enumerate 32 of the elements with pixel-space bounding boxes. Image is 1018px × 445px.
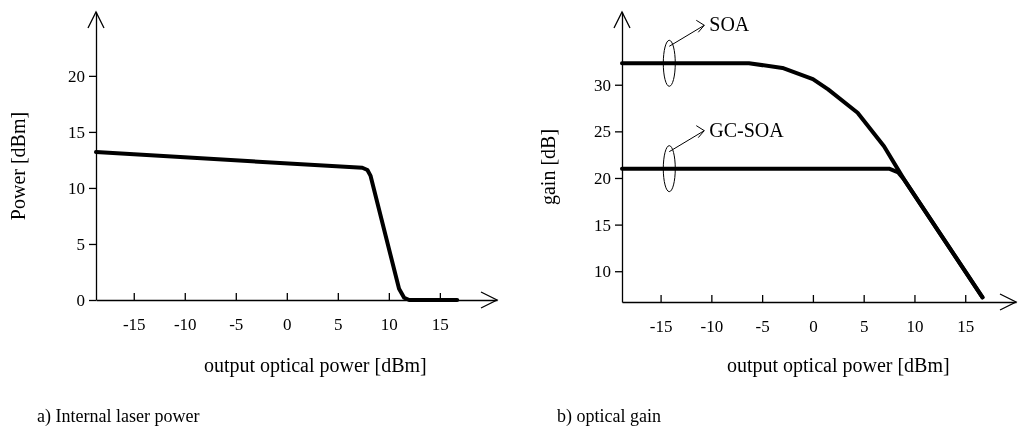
x-tick-label: 15 bbox=[431, 315, 449, 335]
y-axis-title: gain [dB] bbox=[537, 128, 560, 206]
y-tick-label: 15 bbox=[68, 122, 85, 142]
legend-label: GC-SOA bbox=[709, 118, 785, 141]
x-tick-label: 10 bbox=[906, 317, 924, 337]
y-tick-label: 10 bbox=[68, 178, 85, 198]
x-axis-title: output optical power [dBm] bbox=[204, 354, 427, 377]
text: b) optical gain bbox=[557, 406, 661, 427]
x-tick-label: -10 bbox=[173, 315, 197, 335]
x-tick-label: -10 bbox=[700, 317, 724, 337]
x-tick-label: -5 bbox=[229, 315, 244, 335]
x-tick-label: -15 bbox=[122, 315, 146, 335]
x-axis-title: output optical power [dBm] bbox=[726, 354, 950, 377]
x-tick-label: -5 bbox=[755, 317, 770, 337]
y-tick-label: 15 bbox=[594, 215, 611, 235]
x-tick-label: 10 bbox=[380, 315, 398, 335]
y-tick-label: 20 bbox=[594, 168, 611, 188]
x-tick-label: 0 bbox=[809, 317, 818, 337]
x-tick-label: 5 bbox=[859, 317, 869, 337]
y-tick-label: 0 bbox=[76, 290, 85, 310]
y-tick-label: 10 bbox=[594, 262, 611, 282]
x-tick-label: 0 bbox=[283, 315, 292, 335]
legend-label: SOA bbox=[709, 13, 750, 36]
x-tick-label: -15 bbox=[649, 317, 673, 337]
text: a) Internal laser power bbox=[37, 406, 200, 427]
y-axis-title: Power [dBm] bbox=[7, 111, 29, 221]
y-tick-label: 5 bbox=[76, 234, 85, 254]
y-tick-label: 20 bbox=[68, 66, 85, 86]
x-tick-label: 15 bbox=[957, 317, 975, 337]
y-tick-label: 25 bbox=[594, 122, 611, 142]
x-tick-label: 5 bbox=[334, 315, 343, 335]
y-tick-label: 30 bbox=[594, 75, 611, 95]
